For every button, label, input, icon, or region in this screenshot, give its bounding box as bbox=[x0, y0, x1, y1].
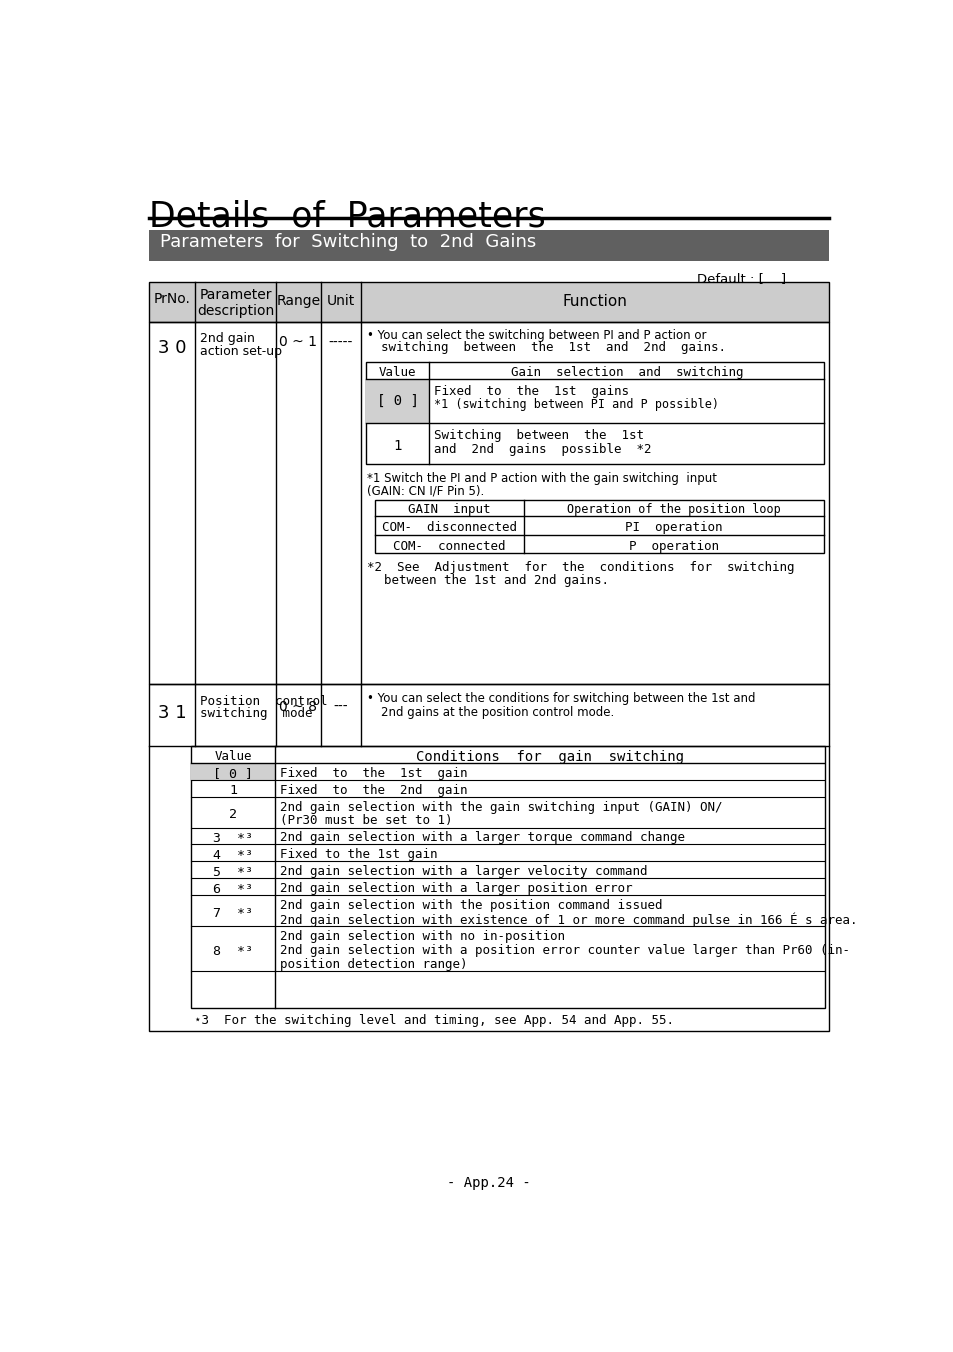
Text: • You can select the switching between PI and P action or: • You can select the switching between P… bbox=[367, 330, 706, 342]
Text: 1: 1 bbox=[393, 438, 401, 453]
Text: GAIN  input: GAIN input bbox=[408, 503, 490, 516]
Text: 2nd gain selection with no in-position: 2nd gain selection with no in-position bbox=[279, 930, 564, 942]
Text: 3 1: 3 1 bbox=[157, 704, 186, 722]
Text: -----: ----- bbox=[329, 335, 353, 349]
Text: 2: 2 bbox=[229, 808, 237, 821]
Text: 2nd gain selection with a larger position error: 2nd gain selection with a larger positio… bbox=[279, 883, 632, 895]
Text: Parameter
description: Parameter description bbox=[196, 288, 274, 318]
Text: Value: Value bbox=[214, 750, 252, 763]
Text: *1 Switch the PI and P action with the gain switching  input: *1 Switch the PI and P action with the g… bbox=[367, 472, 717, 485]
Text: - App.24 -: - App.24 - bbox=[447, 1175, 530, 1190]
Text: COM-  disconnected: COM- disconnected bbox=[381, 521, 517, 534]
Text: Default : [    ]: Default : [ ] bbox=[696, 272, 785, 284]
Text: PI  operation: PI operation bbox=[625, 521, 722, 534]
Text: switching  mode: switching mode bbox=[199, 707, 312, 721]
Text: Fixed  to  the  1st  gain: Fixed to the 1st gain bbox=[279, 767, 467, 780]
Text: 0 ~ 1: 0 ~ 1 bbox=[279, 335, 317, 349]
Text: (GAIN: CN I/F Pin 5).: (GAIN: CN I/F Pin 5). bbox=[367, 484, 484, 498]
Text: *2  See  Adjustment  for  the  conditions  for  switching: *2 See Adjustment for the conditions for… bbox=[367, 561, 794, 575]
Text: 2nd gain selection with a position error counter value larger than Pr60 (in-: 2nd gain selection with a position error… bbox=[279, 944, 849, 957]
Text: 2nd gain: 2nd gain bbox=[199, 333, 254, 345]
Text: Details  of  Parameters: Details of Parameters bbox=[149, 199, 545, 233]
Bar bbox=[149, 281, 828, 322]
Bar bbox=[375, 499, 823, 553]
Text: ⋆3  For the switching level and timing, see App. 54 and App. 55.: ⋆3 For the switching level and timing, s… bbox=[194, 1014, 674, 1028]
Text: 2nd gains at the position control mode.: 2nd gains at the position control mode. bbox=[381, 706, 614, 719]
Bar bbox=[149, 684, 828, 1030]
Text: 5  *³: 5 *³ bbox=[213, 867, 253, 879]
Bar bbox=[365, 362, 823, 464]
Text: Switching  between  the  1st: Switching between the 1st bbox=[434, 430, 643, 442]
Text: Gain  selection  and  switching: Gain selection and switching bbox=[510, 365, 742, 379]
Text: ---: --- bbox=[334, 700, 348, 714]
Text: Fixed  to  the  2nd  gain: Fixed to the 2nd gain bbox=[279, 784, 467, 796]
Text: 2nd gain selection with existence of 1 or more command pulse in 166 É s area.: 2nd gain selection with existence of 1 o… bbox=[279, 913, 857, 927]
Text: [ 0 ]: [ 0 ] bbox=[213, 768, 253, 780]
Text: Value: Value bbox=[378, 365, 416, 379]
Text: Operation of the position loop: Operation of the position loop bbox=[567, 503, 781, 516]
Text: 3  *³: 3 *³ bbox=[213, 831, 253, 845]
Bar bbox=[149, 322, 828, 684]
Text: [ 0 ]: [ 0 ] bbox=[376, 393, 418, 408]
Bar bbox=[365, 379, 429, 423]
Text: 4  *³: 4 *³ bbox=[213, 849, 253, 863]
Text: 2nd gain selection with the gain switching input (GAIN) ON/: 2nd gain selection with the gain switchi… bbox=[279, 800, 721, 814]
Text: COM-  connected: COM- connected bbox=[393, 539, 505, 553]
Bar bbox=[192, 746, 823, 1007]
Text: 1: 1 bbox=[229, 784, 237, 798]
Text: 2nd gain selection with the position command issued: 2nd gain selection with the position com… bbox=[279, 899, 661, 913]
Text: Function: Function bbox=[562, 293, 627, 308]
Text: Position  control: Position control bbox=[199, 695, 327, 708]
Text: Fixed to the 1st gain: Fixed to the 1st gain bbox=[279, 848, 436, 861]
Text: PrNo.: PrNo. bbox=[153, 292, 191, 307]
Text: Parameters  for  Switching  to  2nd  Gains: Parameters for Switching to 2nd Gains bbox=[159, 233, 536, 251]
Text: and  2nd  gains  possible  *2: and 2nd gains possible *2 bbox=[434, 442, 651, 456]
Text: 6  *³: 6 *³ bbox=[213, 883, 253, 896]
Text: • You can select the conditions for switching between the 1st and: • You can select the conditions for swit… bbox=[367, 692, 755, 704]
Text: Conditions  for  gain  switching: Conditions for gain switching bbox=[416, 750, 683, 764]
Text: P  operation: P operation bbox=[628, 539, 719, 553]
Text: (Pr30 must be set to 1): (Pr30 must be set to 1) bbox=[279, 814, 452, 827]
Text: Range: Range bbox=[276, 293, 320, 308]
Text: 2nd gain selection with a larger velocity command: 2nd gain selection with a larger velocit… bbox=[279, 865, 646, 879]
Text: switching  between  the  1st  and  2nd  gains.: switching between the 1st and 2nd gains. bbox=[381, 341, 725, 354]
Text: 7  *³: 7 *³ bbox=[213, 907, 253, 919]
Text: action set-up: action set-up bbox=[199, 345, 281, 358]
Text: 8  *³: 8 *³ bbox=[213, 945, 253, 957]
Bar bbox=[192, 763, 274, 780]
Text: 2nd gain selection with a larger torque command change: 2nd gain selection with a larger torque … bbox=[279, 831, 684, 845]
Text: between the 1st and 2nd gains.: between the 1st and 2nd gains. bbox=[384, 575, 609, 587]
Bar bbox=[149, 230, 828, 261]
Text: 0 ~ 8: 0 ~ 8 bbox=[279, 700, 317, 714]
Text: 3 0: 3 0 bbox=[157, 338, 186, 357]
Text: Fixed  to  the  1st  gains: Fixed to the 1st gains bbox=[434, 385, 628, 397]
Text: position detection range): position detection range) bbox=[279, 957, 467, 971]
Text: Unit: Unit bbox=[327, 293, 355, 308]
Text: *1 (switching between PI and P possible): *1 (switching between PI and P possible) bbox=[434, 397, 719, 411]
